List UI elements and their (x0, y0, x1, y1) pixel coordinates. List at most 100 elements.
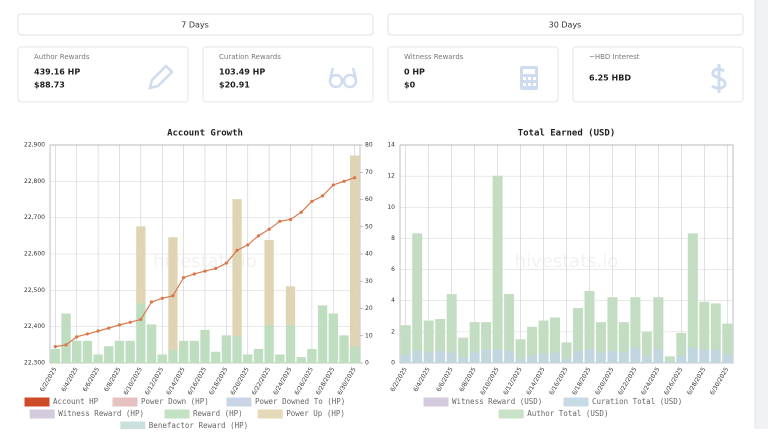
bar (136, 226, 146, 304)
bar (595, 322, 606, 353)
x-tick-label: 6/22/2025 (617, 366, 639, 396)
button-7days[interactable] (17, 13, 374, 36)
card (387, 46, 559, 103)
bar (641, 331, 652, 356)
bar (285, 286, 296, 326)
line-marker (53, 345, 57, 349)
x-tick-label: 6/28/2025 (686, 366, 708, 396)
bar (285, 324, 296, 364)
bar (349, 155, 360, 348)
legend-swatch (29, 409, 55, 419)
y-tick-label: 22,800 (24, 178, 45, 185)
legend-label: Account HP (53, 397, 99, 406)
bar (515, 357, 526, 364)
bar (538, 320, 549, 355)
line-marker (310, 199, 314, 203)
bar (538, 353, 549, 364)
cards: Author Rewards 439.16 HP $88.73 Curation… (17, 46, 744, 103)
line-marker (267, 227, 271, 231)
card-value: 103.49 HP (219, 68, 265, 77)
line-marker (139, 317, 143, 321)
button-label[interactable]: 7 Days (181, 21, 209, 30)
bar (61, 313, 71, 364)
bar (114, 340, 125, 364)
x-tick-label: 6/8/2025 (458, 366, 478, 393)
bar (504, 350, 515, 364)
bar (687, 233, 698, 348)
bar (264, 239, 274, 326)
legend-label: Author Total (USD) (527, 409, 608, 418)
button-label[interactable]: 30 Days (549, 21, 582, 30)
x-tick-label: 6/4/2025 (60, 366, 80, 393)
bar (435, 318, 446, 351)
line-marker (75, 335, 79, 339)
chart-title: Account Growth (167, 129, 243, 139)
bar (584, 348, 595, 364)
line-marker (192, 272, 196, 276)
x-tick-label: 6/20/2025 (594, 366, 616, 396)
x-tick-label: 6/30/2025 (709, 366, 731, 396)
bar (72, 340, 82, 364)
bar (676, 354, 687, 364)
bar (50, 348, 61, 364)
card-value: 0 HP (404, 68, 425, 77)
bar (607, 297, 618, 351)
bar (641, 354, 652, 364)
bar (412, 233, 423, 351)
x-tick-label: 6/18/2025 (208, 366, 230, 396)
chart: Total Earned (USD)hivestats.io0246810121… (387, 129, 734, 419)
y-tick-label: 10 (387, 204, 395, 211)
buttons: 7 Days 30 Days (17, 13, 744, 36)
legend-label: Benefactor Reward (HP) (149, 421, 248, 429)
bar (630, 347, 641, 364)
line-marker (203, 269, 207, 273)
bar (253, 348, 264, 364)
card (572, 46, 744, 103)
line-marker (96, 329, 100, 333)
legend-label: Witness Reward (USD) (452, 397, 542, 406)
line-marker (182, 276, 186, 280)
y-tick-label: 14 (387, 142, 395, 149)
line-marker (342, 179, 346, 183)
card-value: $20.91 (219, 81, 250, 90)
legend-label: Power Downed To (HP) (255, 397, 345, 406)
bar (481, 348, 492, 364)
bar (699, 348, 710, 364)
chart-title: Total Earned (USD) (518, 129, 616, 139)
y2-tick-label: 80 (365, 142, 373, 149)
calculator-icon (520, 66, 538, 90)
legend-swatch (24, 397, 50, 407)
bar (423, 351, 434, 364)
card-label: Witness Rewards (404, 53, 464, 61)
line-marker (107, 326, 111, 330)
y-tick-label: 22,500 (24, 287, 45, 294)
bar (492, 175, 503, 350)
legend-swatch (112, 397, 138, 407)
y2-tick-label: 0 (365, 360, 369, 367)
pencil-icon (148, 64, 174, 90)
scroll-edge (755, 0, 768, 429)
bar (221, 335, 232, 364)
card-value: $0 (404, 81, 416, 90)
bar (527, 354, 538, 364)
legend-label: Power Up (HP) (286, 409, 345, 418)
card (202, 46, 374, 103)
x-tick-label: 6/26/2025 (293, 366, 315, 396)
bar (104, 346, 114, 364)
bar (307, 348, 317, 364)
bar (275, 354, 285, 364)
button-30days[interactable] (387, 13, 744, 36)
y-tick-label: 8 (391, 235, 395, 242)
y-tick-label: 12 (387, 173, 395, 180)
legend-swatch (164, 409, 190, 419)
line-marker (246, 243, 250, 247)
x-tick-label: 6/28/2025 (315, 366, 337, 396)
y-tick-label: 22,700 (24, 214, 45, 221)
legend-label: Curation Total (USD) (592, 397, 682, 406)
legend-swatch (257, 409, 283, 419)
x-tick-label: 6/8/2025 (103, 366, 123, 393)
card-label: Author Rewards (34, 53, 90, 61)
y-tick-label: 22,900 (24, 142, 45, 149)
